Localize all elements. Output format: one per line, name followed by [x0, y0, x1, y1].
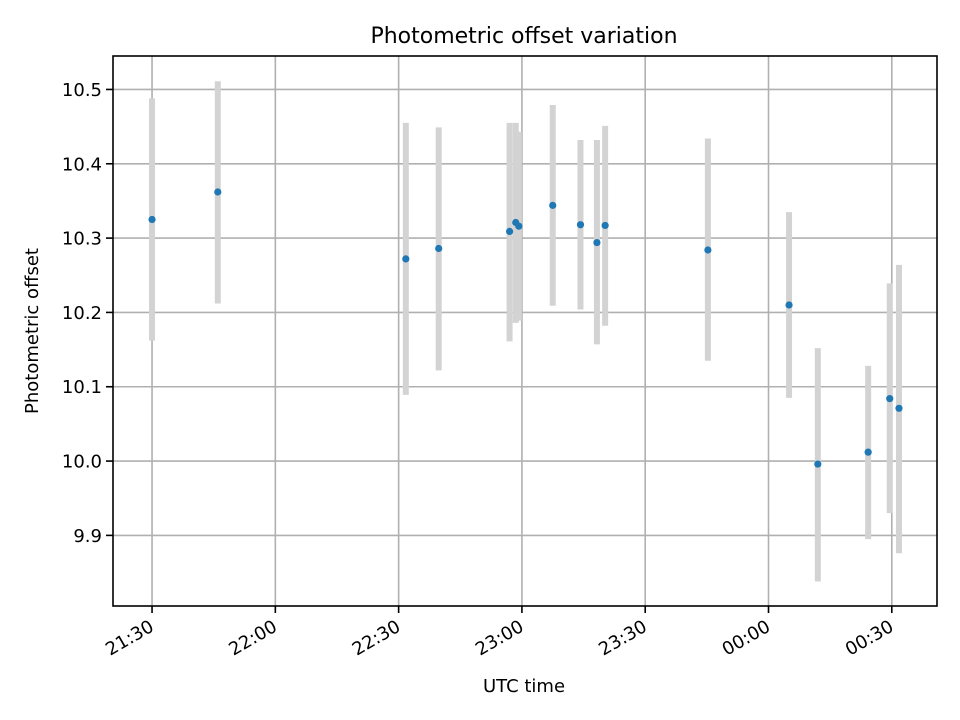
plot-area-frame: [112, 55, 938, 607]
y-tick-label: 10.0: [62, 452, 102, 473]
grid: [113, 56, 937, 606]
data-point: [515, 222, 523, 230]
data-point: [435, 244, 443, 253]
data-point: [785, 301, 793, 309]
chart-title: Photometric offset variation: [370, 24, 677, 49]
y-tick-label: 10.2: [62, 303, 102, 324]
data-point: [402, 255, 410, 263]
data-point: [704, 246, 712, 254]
y-tick-label: 10.5: [62, 80, 102, 101]
data-point: [576, 221, 585, 229]
y-tick-label: 10.3: [62, 229, 102, 250]
y-tick-label: 9.9: [73, 526, 102, 547]
x-axis-label: UTC time: [483, 676, 565, 697]
y-tick-label: 10.4: [62, 154, 102, 175]
data-point: [814, 460, 822, 468]
data-point: [505, 227, 514, 236]
data-point: [895, 404, 903, 412]
data-point: [593, 238, 601, 247]
data-point: [601, 221, 609, 230]
y-axis-label: Photometric offset: [22, 248, 43, 414]
data-point: [886, 395, 894, 403]
data-point: [148, 215, 156, 224]
data-points: [148, 188, 903, 468]
y-tick-label: 10.1: [62, 377, 102, 398]
data-point: [864, 448, 872, 456]
data-point: [549, 201, 557, 209]
data-point: [214, 188, 222, 196]
